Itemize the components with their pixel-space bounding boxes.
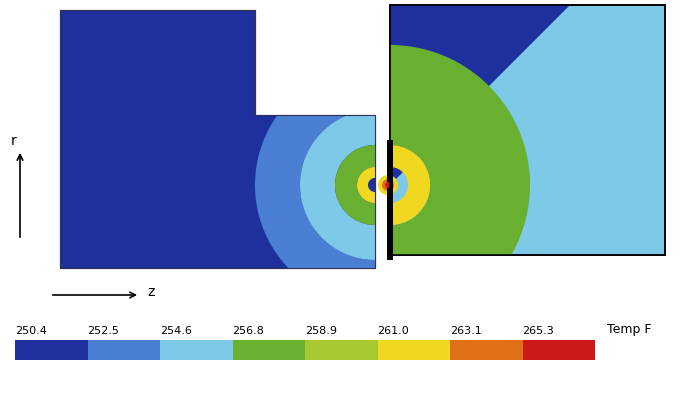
Bar <box>88 340 160 360</box>
Polygon shape <box>300 110 386 260</box>
Bar <box>232 340 305 360</box>
Polygon shape <box>368 45 530 325</box>
PathPatch shape <box>60 10 375 268</box>
Bar <box>305 340 377 360</box>
Polygon shape <box>60 10 375 268</box>
Text: 258.9: 258.9 <box>305 326 337 336</box>
Polygon shape <box>335 145 382 225</box>
Text: 265.3: 265.3 <box>522 326 554 336</box>
Bar <box>450 340 522 360</box>
Text: r: r <box>11 134 17 148</box>
Polygon shape <box>390 5 665 255</box>
Polygon shape <box>384 145 430 225</box>
Text: 256.8: 256.8 <box>232 326 265 336</box>
Bar <box>160 340 232 360</box>
Polygon shape <box>357 167 378 203</box>
Text: z: z <box>147 285 155 299</box>
Polygon shape <box>387 140 393 260</box>
Bar <box>377 340 450 360</box>
Polygon shape <box>195 5 390 200</box>
Bar <box>15 340 88 360</box>
Text: 261.0: 261.0 <box>377 326 409 336</box>
Circle shape <box>382 179 394 191</box>
Circle shape <box>385 182 391 188</box>
Circle shape <box>378 175 398 195</box>
Polygon shape <box>255 65 394 305</box>
Text: Temp F: Temp F <box>607 323 652 336</box>
Text: 252.5: 252.5 <box>88 326 120 336</box>
Bar <box>522 340 595 360</box>
PathPatch shape <box>390 5 665 255</box>
Text: 250.4: 250.4 <box>15 326 47 336</box>
Text: 263.1: 263.1 <box>450 326 482 336</box>
Text: 254.6: 254.6 <box>160 326 192 336</box>
Polygon shape <box>390 5 570 185</box>
